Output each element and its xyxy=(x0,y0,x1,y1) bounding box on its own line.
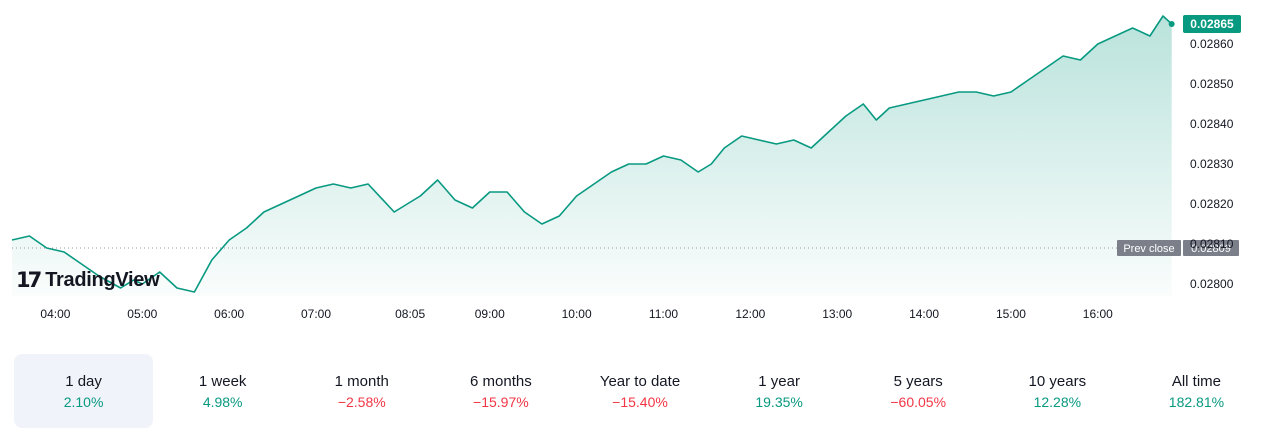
period-label: Year to date xyxy=(599,372,681,390)
period-tab-10-years[interactable]: 10 years 12.28% xyxy=(988,354,1127,428)
tradingview-logo[interactable]: 17 TradingView xyxy=(16,268,160,292)
period-label: 10 years xyxy=(1028,372,1087,390)
period-tab-year-to-date[interactable]: Year to date −15.40% xyxy=(570,354,709,428)
period-change: −60.05% xyxy=(890,393,947,410)
period-tab-1-month[interactable]: 1 month −2.58% xyxy=(292,354,431,428)
period-tab-1-day[interactable]: 1 day 2.10% xyxy=(14,354,154,428)
period-tab-all-time[interactable]: All time 182.81% xyxy=(1127,354,1266,428)
period-tab-6-months[interactable]: 6 months −15.97% xyxy=(431,354,570,428)
period-change: −2.58% xyxy=(337,393,386,410)
x-tick-label: 08:05 xyxy=(395,307,425,321)
price-chart[interactable]: Prev close 0.02809 0.02800 0.02810 0.02820 0… xyxy=(0,0,1280,330)
x-tick-label: 09:00 xyxy=(475,307,505,321)
period-change: 182.81% xyxy=(1168,393,1225,410)
y-tick-label: 0.02820 xyxy=(1190,197,1234,211)
y-tick-label: 0.02850 xyxy=(1190,77,1234,91)
period-label: All time xyxy=(1171,372,1222,390)
period-tab-1-week[interactable]: 1 week 4.98% xyxy=(153,354,292,428)
y-tick-label: 0.02860 xyxy=(1190,37,1234,51)
period-change: −15.97% xyxy=(473,393,529,410)
y-tick-label: 0.02810 xyxy=(1190,237,1234,251)
price-line xyxy=(11,15,1173,293)
period-change: 4.98% xyxy=(202,393,243,410)
x-tick-label: 16:00 xyxy=(1083,307,1113,321)
prev-close-label-bg xyxy=(1117,240,1181,256)
period-change: 19.35% xyxy=(755,393,803,410)
period-label: 1 week xyxy=(198,372,247,390)
x-tick-label: 13:00 xyxy=(822,307,852,321)
period-tab-5-years[interactable]: 5 years −60.05% xyxy=(849,354,988,428)
x-tick-label: 04:00 xyxy=(40,307,70,321)
y-tick-label: 0.02830 xyxy=(1190,157,1234,171)
tradingview-logo-icon: 17 xyxy=(16,268,42,292)
tradingview-logo-text: TradingView xyxy=(45,268,160,291)
period-change: 2.10% xyxy=(63,393,104,410)
price-area xyxy=(12,16,1172,296)
prev-close-value-bg xyxy=(1183,240,1239,256)
last-price-badge xyxy=(1183,15,1241,33)
period-change: 12.28% xyxy=(1033,393,1082,410)
y-tick-label: 0.02800 xyxy=(1190,277,1234,291)
x-tick-label: 12:00 xyxy=(735,307,765,321)
x-tick-label: 07:00 xyxy=(301,307,331,321)
last-price-dot xyxy=(1168,21,1175,27)
y-tick-label: 0.02840 xyxy=(1190,117,1234,131)
x-tick-label: 11:00 xyxy=(649,307,678,321)
period-label: 1 month xyxy=(334,372,389,390)
period-label: 5 years xyxy=(893,372,943,390)
period-tab-1-year[interactable]: 1 year 19.35% xyxy=(710,354,849,428)
period-label: 1 year xyxy=(758,372,800,390)
period-performance-bar: 1 day 2.10% 1 week 4.98% 1 month −2.58% … xyxy=(14,354,1266,428)
period-label: 1 day xyxy=(65,372,102,390)
prev-close-label: Prev close xyxy=(1123,243,1174,255)
last-price-value: 0.02865 xyxy=(1190,17,1234,31)
x-tick-label: 05:00 xyxy=(127,307,157,321)
x-tick-label: 14:00 xyxy=(909,307,939,321)
period-label: 6 months xyxy=(470,372,532,390)
x-tick-label: 06:00 xyxy=(214,307,244,321)
period-change: −15.40% xyxy=(612,393,668,410)
prev-close-value: 0.02809 xyxy=(1191,243,1231,255)
x-tick-label: 10:00 xyxy=(562,307,592,321)
x-tick-label: 15:00 xyxy=(996,307,1026,321)
